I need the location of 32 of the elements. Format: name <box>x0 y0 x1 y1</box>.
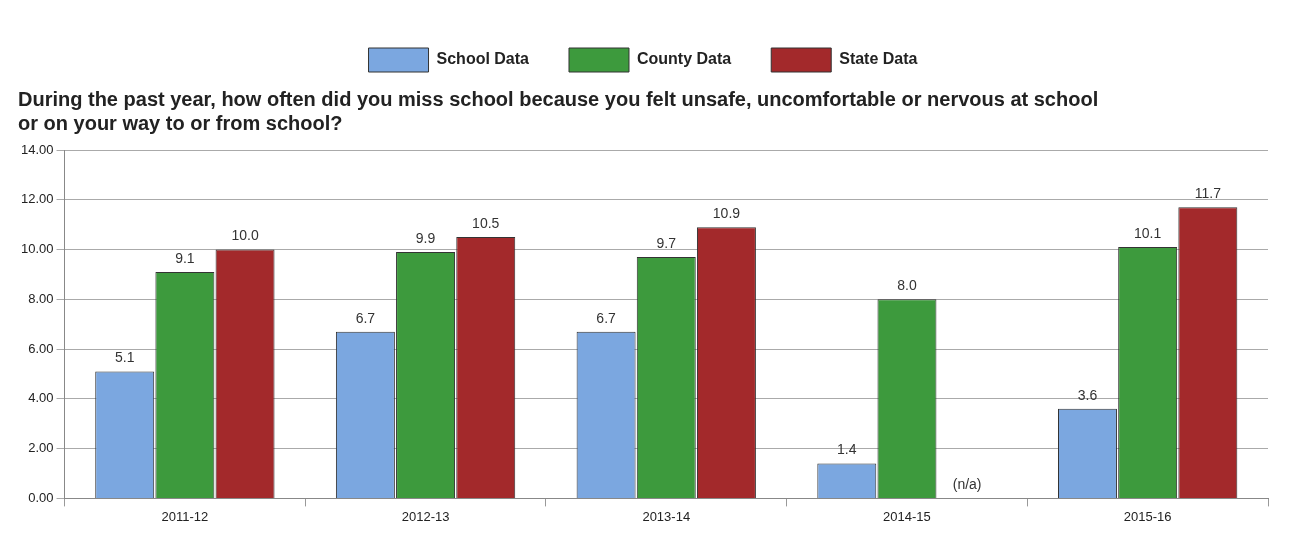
data-label: 3.6 <box>1077 386 1098 403</box>
x-tick-label: 2011-12 <box>161 508 209 524</box>
chart-title: During the past year, how often did you miss school because you felt unsafe, uncomfortable or nervous at school or on your way to or from school? <box>18 87 1099 134</box>
y-tick-label: 14.00 <box>20 141 54 157</box>
data-label: 11.7 <box>1194 185 1222 202</box>
x-tick-label: 2012-13 <box>401 508 450 524</box>
y-tick-label: 0.00 <box>28 489 54 505</box>
y-tick-label: 10.00 <box>20 241 54 257</box>
data-label: 9.1 <box>175 249 195 266</box>
y-tick-label: 4.00 <box>28 390 54 406</box>
data-label: 9.9 <box>415 229 436 246</box>
y-tick-label: 8.00 <box>28 290 54 306</box>
legend-label: School Data <box>436 50 530 68</box>
x-tick-label: 2014-15 <box>883 508 931 524</box>
y-tick-label: 12.00 <box>20 191 54 207</box>
x-tick-label: 2015-16 <box>1123 508 1172 524</box>
y-tick-label: 2.00 <box>28 440 54 456</box>
data-label: 10.9 <box>712 205 741 222</box>
data-label: 10.5 <box>472 214 500 231</box>
x-tick-label: 2013-14 <box>642 508 691 524</box>
y-tick-label: 6.00 <box>28 340 54 356</box>
data-label: 1.4 <box>837 441 857 458</box>
data-label: 10.1 <box>1134 224 1162 241</box>
legend-label: State Data <box>839 50 918 68</box>
data-label: 8.0 <box>897 277 917 294</box>
data-label: 6.7 <box>596 309 617 326</box>
text: (n/a) <box>952 476 982 493</box>
data-label: 6.7 <box>355 309 376 326</box>
data-label: 10.0 <box>231 227 259 244</box>
data-label: 9.7 <box>656 234 677 251</box>
data-label: 5.1 <box>114 349 135 366</box>
legend-label: County Data <box>636 50 732 68</box>
